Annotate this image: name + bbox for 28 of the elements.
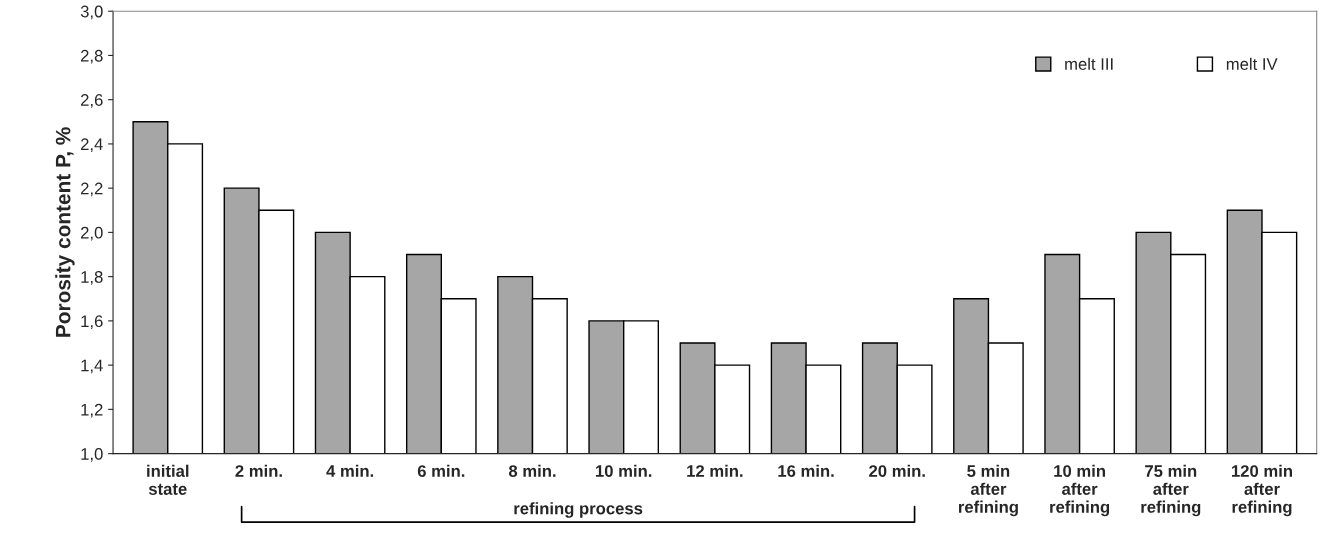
- x-tick-label: 10 min.: [596, 464, 652, 477]
- x-tick-label: 16 min.: [778, 464, 834, 477]
- x-tick-label: 10 min after refining: [1050, 464, 1110, 517]
- y-tick-label: 3,0: [80, 5, 103, 20]
- x-tick-label: 2 min.: [235, 464, 282, 477]
- y-tick-label: 2,4: [81, 138, 103, 153]
- x-tick-label: initial state: [147, 464, 189, 495]
- legend-label: melt IV: [1226, 57, 1278, 70]
- y-tick-label: 2,2: [81, 182, 103, 197]
- legend-label: melt III: [1065, 57, 1113, 70]
- x-tick-label: 120 min after refining: [1232, 464, 1292, 517]
- y-tick-label: 1,4: [81, 359, 103, 374]
- y-axis-title: Porosity content P, %: [55, 127, 75, 337]
- text: refining process: [514, 502, 643, 518]
- x-tick-label: 4 min.: [326, 464, 374, 477]
- y-tick-label: 1,2: [81, 403, 103, 418]
- x-tick-label: 20 min.: [869, 464, 925, 477]
- x-tick-label: 6 min.: [417, 464, 465, 477]
- y-tick-label: 1,0: [81, 448, 103, 462]
- x-tick-label: 8 min.: [508, 464, 556, 477]
- x-tick-label: 5 min after refining: [958, 464, 1018, 517]
- y-tick-label: 2,6: [81, 94, 103, 108]
- y-tick-label: 2,8: [81, 49, 103, 64]
- y-tick-label: 1,6: [81, 315, 103, 330]
- y-tick-label: 1,8: [81, 271, 103, 285]
- y-tick-label: 2,0: [81, 226, 103, 241]
- x-tick-label: 12 min.: [687, 464, 743, 477]
- x-tick-label: 75 min after refining: [1141, 464, 1201, 517]
